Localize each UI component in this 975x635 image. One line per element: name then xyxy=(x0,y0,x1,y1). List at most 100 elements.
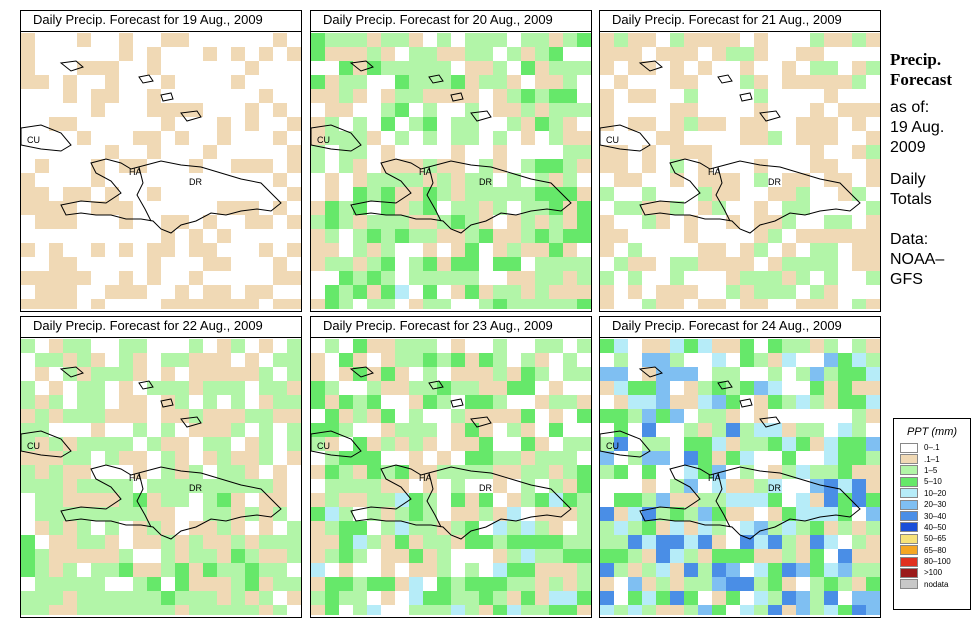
precip-cell xyxy=(409,271,423,285)
precip-cell xyxy=(353,33,367,47)
forecast-panel: Daily Precip. Forecast for 21 Aug., 2009… xyxy=(599,10,881,312)
precip-cell xyxy=(245,591,259,605)
precip-cell xyxy=(600,299,614,309)
precip-cell xyxy=(824,381,838,395)
precip-cell xyxy=(245,299,259,309)
precip-cell xyxy=(339,479,353,493)
precip-cell xyxy=(670,299,684,309)
precip-cell xyxy=(245,465,259,479)
precip-cell xyxy=(203,381,217,395)
precip-cell xyxy=(507,103,521,117)
precip-cell xyxy=(381,549,395,563)
precip-cell xyxy=(563,353,577,367)
cuba-coastline xyxy=(311,124,362,152)
precip-cell xyxy=(119,479,133,493)
precip-cell xyxy=(628,33,642,47)
precip-cell xyxy=(161,103,175,117)
precip-cell xyxy=(726,271,740,285)
precip-cell xyxy=(395,61,409,75)
precip-cell xyxy=(740,493,754,507)
precip-cell xyxy=(479,605,493,615)
precip-cell xyxy=(63,479,77,493)
precip-cell xyxy=(451,423,465,437)
precip-cell xyxy=(479,201,493,215)
precip-cell xyxy=(217,437,231,451)
precip-cell xyxy=(311,535,325,549)
precip-cell xyxy=(684,339,698,353)
precip-cell xyxy=(217,521,231,535)
precip-cell xyxy=(521,605,535,615)
precip-cell xyxy=(231,451,245,465)
precip-cell xyxy=(133,395,147,409)
precip-cell xyxy=(670,103,684,117)
precip-cell xyxy=(577,605,591,615)
precip-cell xyxy=(381,535,395,549)
precip-cell xyxy=(507,591,521,605)
precip-cell xyxy=(824,89,838,103)
precip-cell xyxy=(77,549,91,563)
side-daily: Daily Totals xyxy=(890,170,932,210)
precip-cell xyxy=(740,131,754,145)
precip-cell xyxy=(381,173,395,187)
precip-cell xyxy=(642,605,656,615)
precip-cell xyxy=(782,339,796,353)
precip-cell xyxy=(325,243,339,257)
precip-cell xyxy=(535,563,549,577)
precip-cell xyxy=(782,201,796,215)
precip-cell xyxy=(600,285,614,299)
precip-cell xyxy=(712,465,726,479)
precip-cell xyxy=(409,395,423,409)
precip-cell xyxy=(479,353,493,367)
precip-cell xyxy=(63,89,77,103)
region-label-dr: DR xyxy=(189,483,202,493)
precip-cell xyxy=(796,75,810,89)
precip-cell xyxy=(259,159,273,173)
precip-cell xyxy=(549,173,563,187)
precip-cell xyxy=(367,215,381,229)
precip-cell xyxy=(614,493,628,507)
precip-cell xyxy=(796,465,810,479)
legend-swatch xyxy=(900,442,918,453)
precip-cell xyxy=(353,131,367,145)
precip-cell xyxy=(287,591,301,605)
precip-cell xyxy=(600,367,614,381)
precip-cell xyxy=(768,591,782,605)
precip-cell xyxy=(754,521,768,535)
precip-cell xyxy=(409,299,423,309)
precip-cell xyxy=(810,131,824,145)
precip-cell xyxy=(535,61,549,75)
precip-cell xyxy=(549,257,563,271)
islet-coastline xyxy=(138,74,154,84)
precip-cell xyxy=(698,145,712,159)
precip-cell xyxy=(49,507,63,521)
precip-cell xyxy=(712,493,726,507)
precip-cell xyxy=(339,47,353,61)
precip-cell xyxy=(549,103,563,117)
precip-cell xyxy=(796,229,810,243)
precip-cell xyxy=(465,423,479,437)
precip-cell xyxy=(852,75,866,89)
precip-cell xyxy=(367,243,381,257)
precip-cell xyxy=(161,479,175,493)
precip-cell xyxy=(768,535,782,549)
precip-cell xyxy=(119,451,133,465)
precip-cell xyxy=(740,577,754,591)
precip-cell xyxy=(35,271,49,285)
precip-cell xyxy=(423,89,437,103)
precip-cell xyxy=(105,75,119,89)
precip-cell xyxy=(577,229,591,243)
precip-cell xyxy=(521,549,535,563)
precip-cell xyxy=(77,605,91,615)
precip-cell xyxy=(409,591,423,605)
precip-cell xyxy=(367,507,381,521)
precip-cell xyxy=(175,591,189,605)
precip-cell xyxy=(838,465,852,479)
precip-cell xyxy=(119,493,133,507)
precip-cell xyxy=(507,451,521,465)
legend-label: 40–50 xyxy=(924,522,947,532)
precip-cell xyxy=(810,243,824,257)
precip-cell xyxy=(161,117,175,131)
precip-cell xyxy=(395,89,409,103)
precip-cell xyxy=(824,285,838,299)
precip-cell xyxy=(866,563,880,577)
